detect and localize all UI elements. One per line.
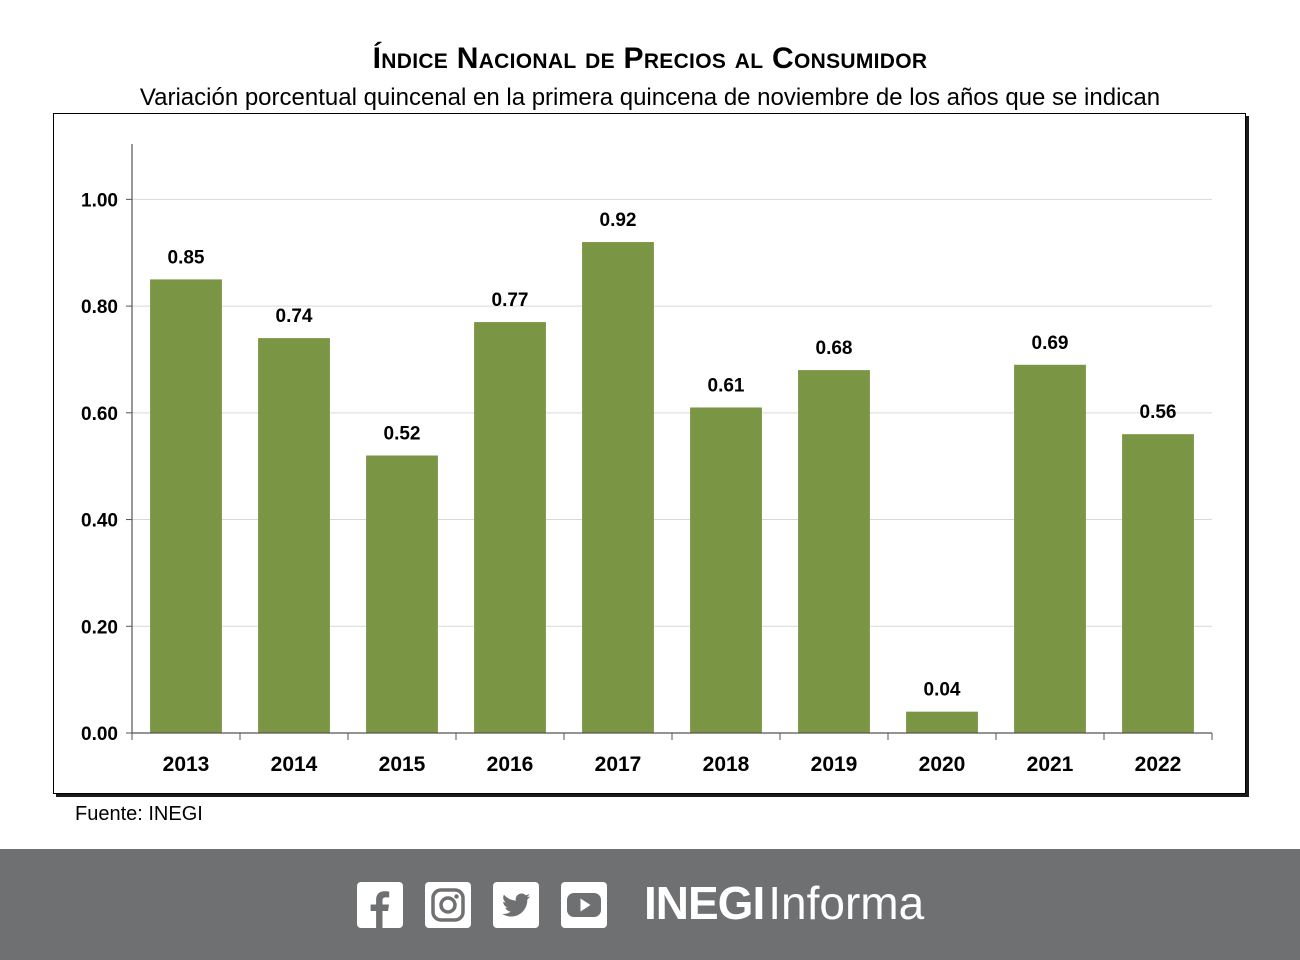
source-note: Fuente: INEGI	[75, 803, 203, 825]
x-tick-label-2020: 2020	[919, 753, 966, 776]
x-tick-label-2021: 2021	[1027, 753, 1074, 776]
y-tick-label: 0.00	[81, 724, 118, 745]
bar-2022	[1122, 434, 1194, 733]
chart-frame: 0.00 0.20 0.40 0.60 0.80 1.00 0.85 2013 0.74 2014…	[53, 113, 1246, 794]
inegi-informa-logo: INEGIInforma	[644, 873, 924, 933]
footer-bar: INEGIInforma	[0, 849, 1300, 960]
x-tick-label-2016: 2016	[487, 753, 534, 776]
bar-2013	[150, 279, 222, 733]
y-tick-label: 1.00	[81, 190, 118, 211]
bar-2021	[1014, 364, 1086, 733]
x-tick-label-2018: 2018	[703, 753, 750, 776]
bar-2015	[366, 455, 438, 733]
youtube-icon[interactable]	[561, 882, 607, 928]
data-label-2021: 0.69	[1032, 333, 1069, 354]
data-label-2019: 0.68	[816, 338, 853, 359]
chart-subtitle: Variación porcentual quincenal en la pri…	[139, 84, 1161, 111]
data-label-2020: 0.04	[924, 680, 961, 701]
data-label-2018: 0.61	[708, 375, 745, 396]
data-label-2013: 0.85	[168, 247, 205, 268]
y-tick-label: 0.80	[81, 297, 118, 318]
instagram-icon[interactable]	[425, 882, 471, 928]
y-tick-label: 0.20	[81, 617, 118, 638]
bar-2020	[906, 711, 978, 733]
twitter-icon[interactable]	[493, 882, 539, 928]
x-tick-label-2017: 2017	[595, 753, 642, 776]
y-tick-label: 0.60	[81, 404, 118, 425]
x-tick-label-2015: 2015	[379, 753, 426, 776]
x-tick-label-2013: 2013	[163, 753, 210, 776]
facebook-icon[interactable]	[357, 882, 403, 928]
bar-2016	[474, 322, 546, 733]
data-label-2016: 0.77	[492, 290, 529, 311]
x-tick-label-2022: 2022	[1135, 753, 1182, 776]
bar-2018	[690, 407, 762, 733]
data-label-2015: 0.52	[384, 424, 421, 445]
y-tick-label: 0.40	[81, 511, 118, 532]
x-tick-label-2014: 2014	[271, 753, 318, 776]
data-label-2022: 0.56	[1140, 402, 1177, 423]
bar-2014	[258, 338, 330, 733]
bar-2019	[798, 370, 870, 733]
data-label-2014: 0.74	[276, 306, 313, 327]
brand-bold: INEGI	[644, 877, 765, 929]
bar-2017	[582, 242, 654, 733]
data-label-2017: 0.92	[600, 210, 637, 231]
bar-chart: 0.00 0.20 0.40 0.60 0.80 1.00 0.85 2013 0.74 2014…	[81, 144, 1213, 776]
brand-light: Informa	[768, 877, 925, 929]
x-tick-label-2019: 2019	[811, 753, 858, 776]
chart-title: Índice Nacional de Precios al Consumidor	[372, 42, 928, 75]
